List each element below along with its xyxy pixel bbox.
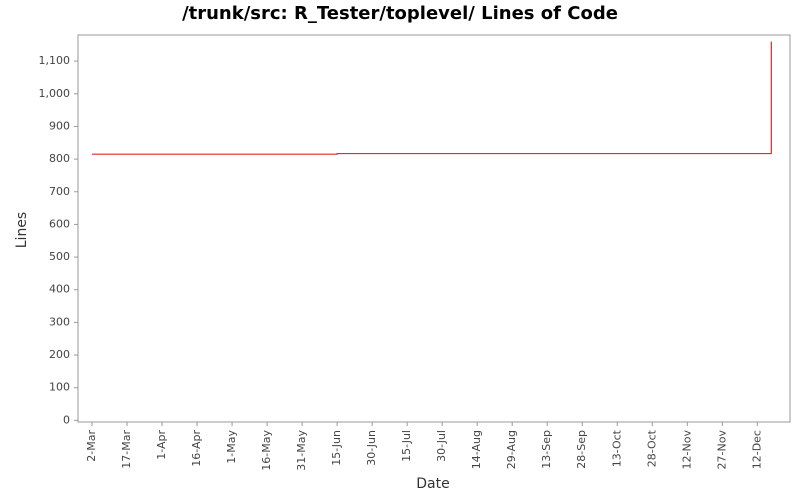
y-axis-label: Lines: [14, 212, 30, 248]
y-tick-label: 400: [49, 283, 70, 296]
y-tick-label: 300: [49, 315, 70, 328]
y-tick-label: 700: [49, 185, 70, 198]
x-tick-label: 27-Nov: [715, 430, 728, 470]
chart-title: /trunk/src: R_Tester/toplevel/ Lines of …: [182, 3, 618, 24]
plot-area: [77, 34, 791, 423]
y-tick-label: 800: [49, 152, 70, 165]
x-axis-label: Date: [416, 476, 449, 492]
x-tick-label: 15-Jun: [330, 430, 343, 466]
y-tick-label: 1,000: [39, 87, 71, 100]
x-tick-label: 17-Mar: [120, 430, 133, 469]
x-tick-label: 30-Jul: [435, 430, 448, 462]
x-tick-label: 15-Jul: [400, 430, 413, 462]
y-tick-label: 900: [49, 119, 70, 132]
x-tick-label: 2-Mar: [85, 430, 98, 462]
data-line: [92, 41, 772, 155]
x-tick-label: 28-Oct: [645, 429, 658, 467]
x-tick-label: 14-Aug: [470, 430, 483, 469]
x-tick-label: 12-Dec: [750, 430, 763, 469]
x-tick-label: 30-Jun: [365, 430, 378, 466]
x-tick-label: 29-Aug: [505, 430, 518, 469]
x-tick-label: 12-Nov: [680, 430, 693, 470]
x-tick-label: 13-Oct: [610, 429, 623, 467]
y-tick-label: 500: [49, 250, 70, 263]
x-tick-label: 16-Apr: [190, 430, 203, 467]
y-tick-label: 0: [63, 413, 70, 426]
y-tick-label: 1,100: [39, 54, 71, 67]
y-tick-label: 100: [49, 381, 70, 394]
y-tick-label: 200: [49, 348, 70, 361]
x-tick-label: 28-Sep: [575, 430, 588, 469]
x-tick-label: 31-May: [295, 430, 308, 471]
x-tick-label: 1-Apr: [155, 430, 168, 460]
x-tick-label: 16-May: [260, 430, 273, 471]
x-tick-label: 1-May: [225, 430, 238, 464]
x-tick-label: 13-Sep: [540, 430, 553, 469]
y-tick-label: 600: [49, 217, 70, 230]
